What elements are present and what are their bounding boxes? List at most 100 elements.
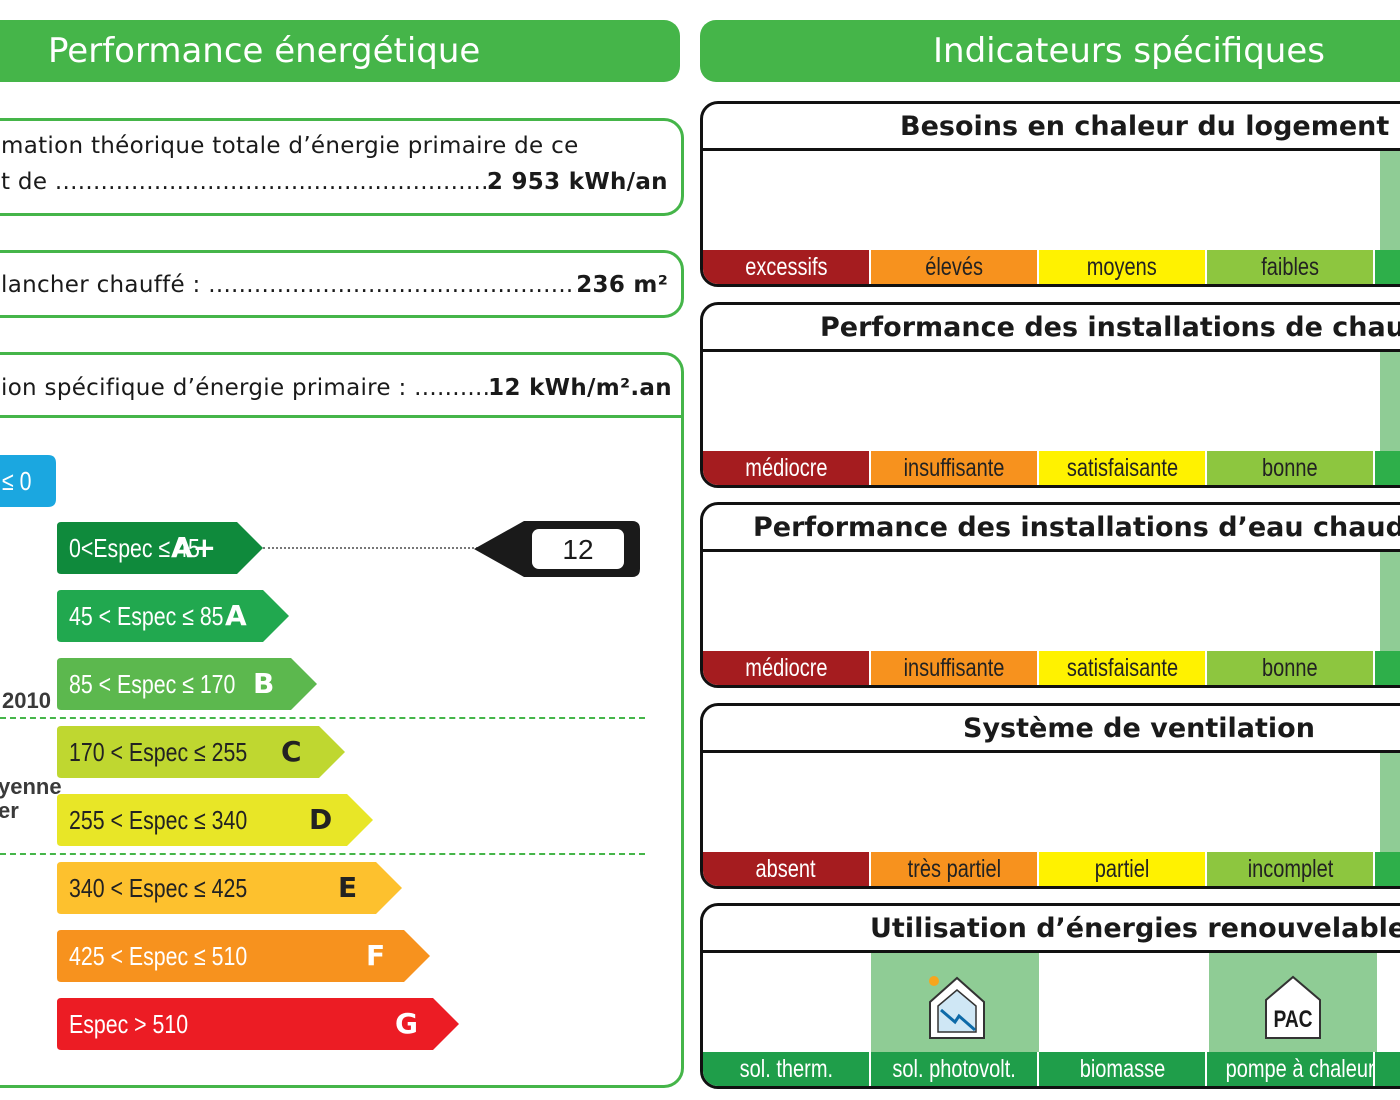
rating-segment [1375, 451, 1400, 485]
rating-bar: médiocre insuffisante satisfaisante bonne [703, 651, 1400, 685]
specific-consumption-value: 12 kWh/m².an [488, 375, 672, 401]
indicator-highlight [1380, 151, 1400, 251]
indicators-header-title: Indicateurs spécifiques [933, 31, 1325, 71]
rating-segment: incomplet [1207, 852, 1375, 886]
energy-class-arrow: ≤ 0 [0, 455, 56, 507]
energy-class-arrow: 0<Espec ≤ 45 A+ [57, 522, 263, 574]
rating-segment: excessifs [703, 250, 871, 284]
rating-segment: moyens [1039, 250, 1207, 284]
pac-label: PAC [1273, 1006, 1313, 1033]
total-consumption-value: 2 953 kWh/an [486, 169, 668, 195]
indicator-panel-title: Utilisation d’énergies renouvelables [703, 906, 1400, 953]
indicator-panel-title: Système de ventilation [703, 706, 1400, 753]
energy-class-letter: A [225, 599, 247, 632]
energy-indicator [474, 521, 640, 577]
energy-class-range: 85 < Espec ≤ 170 [69, 669, 236, 699]
rating-segment [1375, 1052, 1400, 1086]
performance-header-title: Performance énergétique [48, 31, 481, 71]
dot-leader: ........................................… [208, 272, 576, 298]
energy-class-arrow: 85 < Espec ≤ 170 B [57, 658, 317, 710]
energy-class-range: 340 < Espec ≤ 425 [69, 873, 248, 903]
rating-segment: sol. therm. [703, 1052, 871, 1086]
rating-segment: sol. photovolt. [871, 1052, 1039, 1086]
energy-class-arrow: Espec > 510 G [57, 998, 459, 1050]
energy-class-range: 255 < Espec ≤ 340 [69, 805, 248, 835]
energy-class-letter: C [281, 735, 302, 768]
rating-segment: absent [703, 852, 871, 886]
total-consumption-line2: t de ...................................… [1, 169, 668, 195]
rating-segment: médiocre [703, 651, 871, 685]
heated-surface-prefix: lancher chauffé : [1, 272, 209, 298]
energy-class-letter: B [253, 667, 275, 700]
indicator-value: 12 [562, 534, 594, 565]
indicator-highlight [1380, 352, 1400, 452]
rating-segment: insuffisante [871, 451, 1039, 485]
energy-class-letter: D [309, 803, 333, 836]
energy-class-arrow: 425 < Espec ≤ 510 F [57, 930, 430, 982]
total-consumption-box: mation théorique totale d’énergie primai… [0, 118, 684, 216]
year-label: 2010 [2, 688, 51, 713]
rating-segment: très partiel [871, 852, 1039, 886]
rating-segment: satisfaisante [1039, 651, 1207, 685]
dot-leader: ........................................… [54, 169, 487, 195]
indicator-panel-title: Besoins en chaleur du logement [703, 104, 1400, 151]
rating-segment [1375, 651, 1400, 685]
indicator-panel: Performance des installations d’eau chau… [700, 502, 1400, 688]
rating-segment: bonne [1207, 651, 1375, 685]
rating-segment [1375, 250, 1400, 284]
energy-class-arrow: 340 < Espec ≤ 425 E [57, 862, 402, 914]
rating-segment: partiel [1039, 852, 1207, 886]
energy-class-range: 45 < Espec ≤ 85 [69, 601, 224, 631]
total-consumption-prefix: t de [1, 169, 55, 195]
energy-class-letter: E [338, 871, 358, 904]
performance-header: Performance énergétique [0, 20, 680, 82]
indicator-panel: Système de ventilation absent très partiel… [700, 703, 1400, 889]
indicator-panel-title: Performance des installations de chauffa… [703, 305, 1400, 352]
indicator-panel: Besoins en chaleur du logement excessifs é… [700, 101, 1400, 287]
heated-surface-value: 236 m² [576, 272, 669, 298]
rating-segment: insuffisante [871, 651, 1039, 685]
heated-surface-box: lancher chauffé : ......................… [0, 250, 684, 318]
photovoltaic-icon [925, 972, 989, 1046]
rating-segment: biomasse [1039, 1052, 1207, 1086]
indicator-highlight [1380, 753, 1400, 853]
heat-pump-icon: PAC [1261, 972, 1325, 1046]
energy-class-range: 425 < Espec ≤ 510 [69, 941, 248, 971]
energy-class-arrow: 45 < Espec ≤ 85 A [57, 590, 289, 642]
rating-segment: médiocre [703, 451, 871, 485]
energy-class-arrow: 255 < Espec ≤ 340 D [57, 794, 373, 846]
average-label-2: er [0, 798, 19, 823]
rating-bar: sol. therm. sol. photovolt. biomasse pompe … [703, 1052, 1400, 1086]
dashed-separator [0, 717, 645, 719]
indicator-panel-title: Performance des installations d’eau chau… [703, 505, 1400, 552]
energy-class-letter: G [395, 1007, 418, 1040]
indicator-leader-line [263, 547, 478, 549]
rating-segment: satisfaisante [1039, 451, 1207, 485]
dashed-separator [0, 853, 645, 855]
rating-segment: bonne [1207, 451, 1375, 485]
dot-leader: .......................... [414, 375, 488, 401]
indicator-panel: Utilisation d’énergies renouvelables sol.… [700, 903, 1400, 1089]
indicator-highlight [1380, 552, 1400, 652]
rating-segment: pompe à chaleur [1207, 1052, 1375, 1086]
rating-segment [1375, 852, 1400, 886]
specific-consumption-line: ion spécifique d’énergie primaire : ....… [1, 375, 672, 401]
rating-bar: excessifs élevés moyens faibles [703, 250, 1400, 284]
rating-segment: faibles [1207, 250, 1375, 284]
indicator-panel: Performance des installations de chauffa… [700, 302, 1400, 488]
energy-class-arrow: 170 < Espec ≤ 255 C [57, 726, 345, 778]
rating-bar: médiocre insuffisante satisfaisante bonne [703, 451, 1400, 485]
rating-bar: absent très partiel partiel incomplet [703, 852, 1400, 886]
average-label: yenne [0, 774, 62, 799]
divider [0, 415, 681, 418]
energy-class-range: ≤ 0 [2, 466, 32, 496]
energy-class-range: 170 < Espec ≤ 255 [69, 737, 248, 767]
energy-class-letter: F [366, 939, 386, 972]
energy-class-range: 0<Espec ≤ 45 [69, 533, 200, 563]
rating-segment: élevés [871, 250, 1039, 284]
energy-class-letter: A+ [171, 531, 217, 564]
total-consumption-line1: mation théorique totale d’énergie primai… [1, 133, 579, 159]
heated-surface-line: lancher chauffé : ......................… [1, 272, 668, 298]
energy-class-range: Espec > 510 [69, 1009, 189, 1039]
specific-consumption-prefix: ion spécifique d’énergie primaire : [1, 375, 415, 401]
